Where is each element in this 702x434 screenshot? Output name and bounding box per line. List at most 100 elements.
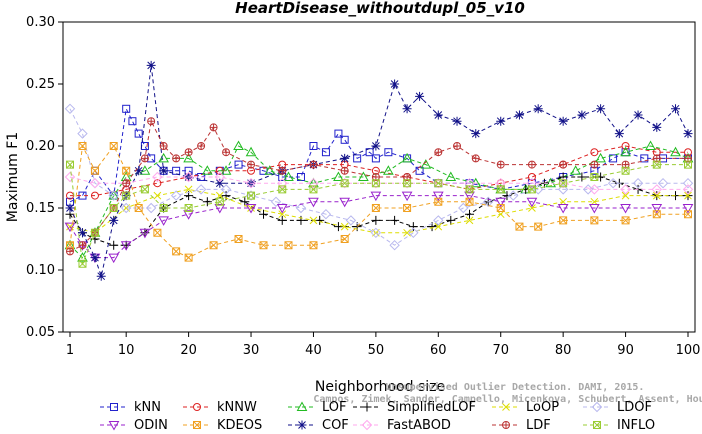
data-point bbox=[184, 148, 193, 157]
data-point bbox=[527, 160, 536, 169]
data-point bbox=[458, 202, 469, 214]
data-point bbox=[334, 129, 343, 138]
data-point bbox=[245, 146, 257, 157]
series-line bbox=[69, 145, 689, 259]
data-point bbox=[278, 185, 287, 194]
data-point bbox=[340, 179, 349, 188]
data-point bbox=[65, 203, 75, 213]
data-point bbox=[453, 142, 462, 150]
data-point bbox=[120, 241, 132, 251]
data-point bbox=[78, 259, 87, 268]
data-point bbox=[296, 215, 306, 225]
data-point bbox=[277, 215, 287, 225]
data-point bbox=[652, 160, 661, 169]
series-line bbox=[69, 108, 688, 246]
data-point bbox=[245, 204, 257, 214]
data-point bbox=[465, 185, 474, 194]
data-point bbox=[371, 154, 380, 163]
series-line bbox=[69, 107, 688, 203]
data-point bbox=[109, 240, 119, 250]
data-point bbox=[640, 154, 649, 163]
data-point bbox=[340, 235, 349, 243]
legend-label: SimplifiedLOF bbox=[387, 400, 476, 415]
data-point bbox=[308, 197, 319, 208]
x-tick-label: 1 bbox=[66, 343, 74, 358]
data-point bbox=[145, 202, 157, 214]
legend-item-ldf: LDF bbox=[492, 418, 551, 433]
data-point bbox=[496, 185, 505, 194]
legend-item-cof: COF bbox=[288, 418, 349, 433]
data-point bbox=[390, 79, 400, 89]
data-point bbox=[158, 216, 169, 226]
watermark-line-2: Campos, Zimek, Sander, Campello, Micenko… bbox=[313, 393, 702, 405]
data-point bbox=[445, 171, 457, 181]
data-point bbox=[577, 110, 587, 120]
data-point bbox=[159, 142, 168, 150]
data-point bbox=[590, 216, 599, 225]
data-point bbox=[471, 154, 480, 163]
data-point bbox=[657, 177, 669, 189]
data-point bbox=[557, 204, 569, 214]
data-point bbox=[496, 116, 506, 126]
data-point bbox=[297, 420, 307, 430]
data-point bbox=[502, 421, 511, 429]
data-point bbox=[558, 116, 568, 126]
x-axis: 1 10 20 30 40 50 60 70 80 90 100 bbox=[66, 332, 700, 358]
data-point bbox=[434, 179, 443, 188]
legend-label: ODIN bbox=[134, 418, 168, 433]
y-axis-title: Maximum F1 bbox=[5, 132, 21, 222]
data-point bbox=[595, 152, 606, 163]
data-point bbox=[590, 160, 599, 169]
y-tick-label: 0.30 bbox=[26, 15, 55, 30]
data-point bbox=[340, 135, 349, 144]
data-point bbox=[134, 129, 143, 138]
data-point bbox=[434, 148, 443, 157]
legend-item-ldof: LDOF bbox=[583, 400, 652, 415]
x-tick-label: 20 bbox=[180, 343, 197, 358]
data-point bbox=[247, 191, 256, 200]
legend-item-fastabod: FastABOD bbox=[353, 418, 451, 433]
data-point bbox=[609, 154, 618, 163]
data-point bbox=[620, 204, 631, 214]
legend-label: kNNW bbox=[217, 400, 257, 415]
data-point bbox=[134, 204, 143, 212]
data-point bbox=[66, 247, 75, 256]
data-point bbox=[401, 191, 413, 202]
x-tick-label: 70 bbox=[492, 343, 509, 358]
data-point bbox=[408, 227, 419, 239]
data-point bbox=[183, 171, 194, 183]
x-tick-label: 80 bbox=[555, 343, 572, 358]
data-point bbox=[371, 215, 381, 225]
data-point bbox=[283, 171, 294, 181]
data-point bbox=[620, 184, 631, 195]
x-tick-label: 10 bbox=[118, 343, 135, 358]
series-line bbox=[69, 176, 688, 190]
legend-item-simplifiedlof: SimplifiedLOF bbox=[353, 400, 476, 415]
data-point bbox=[120, 202, 132, 214]
data-point bbox=[559, 160, 568, 169]
data-point bbox=[333, 171, 344, 181]
series-line bbox=[69, 65, 689, 279]
data-point bbox=[621, 166, 630, 175]
data-point bbox=[534, 222, 543, 231]
data-point bbox=[358, 171, 369, 181]
data-point bbox=[514, 110, 524, 120]
data-point bbox=[371, 141, 381, 151]
data-point bbox=[108, 253, 120, 264]
data-point bbox=[528, 204, 536, 212]
data-point bbox=[259, 241, 268, 250]
data-point bbox=[170, 190, 182, 201]
legend-label: LOF bbox=[322, 400, 347, 415]
legend: kNN kNNW LOF SimplifiedLOF LoOP LDOF ODIN KDEOS… bbox=[100, 400, 655, 433]
data-point bbox=[309, 142, 318, 150]
data-point bbox=[108, 190, 120, 200]
data-point bbox=[139, 228, 151, 239]
legend-label: COF bbox=[322, 418, 349, 433]
legend-item-lof: LOF bbox=[288, 400, 347, 415]
data-point bbox=[158, 152, 169, 163]
data-point bbox=[652, 210, 661, 219]
series-line bbox=[69, 119, 688, 252]
data-point bbox=[234, 160, 243, 169]
data-point bbox=[684, 210, 692, 219]
data-point bbox=[220, 165, 232, 175]
